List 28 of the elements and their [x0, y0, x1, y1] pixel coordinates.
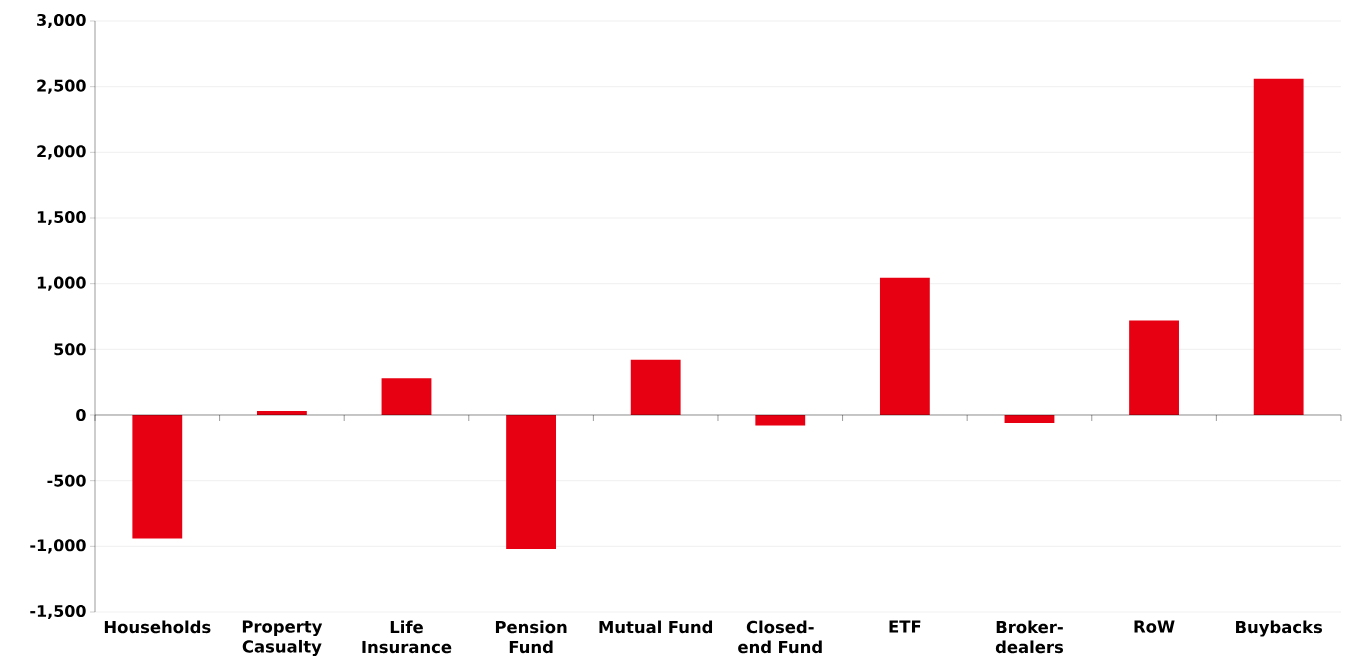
bar: [879, 277, 930, 415]
x-tick-label: Broker-dealers: [995, 620, 1064, 654]
x-tick-label: Closed-end Fund: [738, 620, 822, 654]
y-tick-label: -1,500: [30, 604, 86, 620]
y-tick-label: -1,000: [30, 539, 86, 554]
x-tick-label: RoW: [1134, 620, 1175, 633]
x-tick-label: Property Casualty: [242, 620, 323, 656]
y-tick-label: 3,000: [37, 13, 86, 29]
y-tick-label: 1,000: [37, 276, 86, 291]
y-tick-label: 2,000: [37, 145, 86, 160]
bar: [630, 359, 681, 415]
bar: [1253, 78, 1304, 415]
bar: [381, 378, 432, 415]
bar: [755, 415, 806, 426]
x-tick-label: ETF: [889, 620, 921, 633]
y-tick-label: 1,500: [37, 210, 86, 226]
x-tick-label: Mutual Fund: [599, 620, 713, 634]
bar: [506, 415, 556, 549]
y-tick-label: 500: [54, 343, 86, 356]
x-tick-label: Buybacks: [1236, 620, 1323, 637]
y-tick-label: -500: [47, 474, 86, 487]
bar: [1129, 320, 1179, 415]
bar: [132, 415, 183, 539]
y-tick-label: 2,500: [37, 79, 86, 94]
y-tick-label: 0: [76, 408, 86, 422]
x-tick-label: Pension Fund: [495, 620, 567, 654]
x-tick-label: Households: [104, 620, 211, 634]
x-tick-label: Life Insurance: [362, 620, 452, 654]
